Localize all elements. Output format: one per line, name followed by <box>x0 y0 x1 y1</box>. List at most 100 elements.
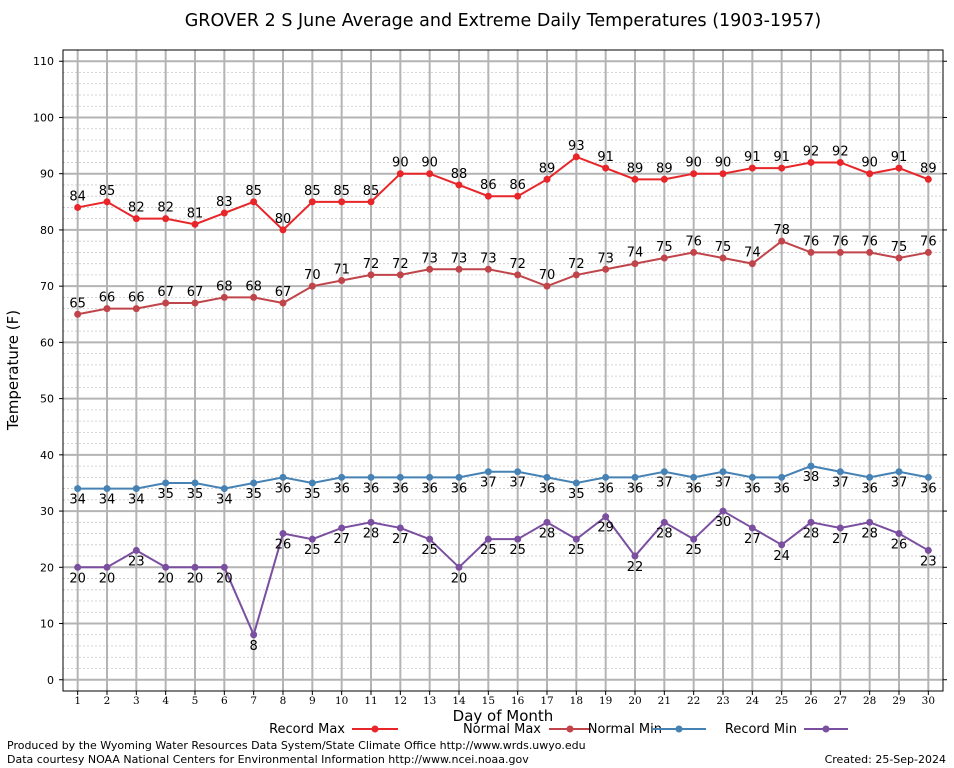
data-point-normal-min <box>220 485 228 493</box>
data-point-record-max <box>690 170 698 178</box>
data-label-record-max: 86 <box>509 178 526 193</box>
series-line-record-max <box>77 155 929 232</box>
y-tick-label: 90 <box>40 168 54 181</box>
y-tick-label: 70 <box>40 280 54 293</box>
y-tick-label: 20 <box>40 561 54 574</box>
data-label-record-max: 92 <box>832 144 849 159</box>
x-tick-label: 22 <box>687 695 700 707</box>
data-point-normal-max <box>866 248 874 256</box>
x-tick-label: 8 <box>280 695 287 707</box>
series-line-normal-max <box>77 240 929 316</box>
data-label-record-max: 89 <box>539 161 556 176</box>
chart-title: GROVER 2 S June Average and Extreme Dail… <box>185 11 822 31</box>
data-point-record-max <box>602 164 610 172</box>
x-tick-label: 20 <box>628 695 641 707</box>
data-label-record-max: 91 <box>744 150 761 165</box>
x-tick-label: 3 <box>133 695 140 707</box>
data-point-record-max <box>103 198 111 206</box>
data-point-normal-min <box>719 468 727 476</box>
data-label-normal-max: 72 <box>509 257 526 272</box>
data-label-record-max: 89 <box>920 161 937 176</box>
x-tick-label: 28 <box>863 695 876 707</box>
data-point-record-min <box>338 524 346 532</box>
data-label-record-max: 91 <box>891 150 908 165</box>
data-point-normal-min <box>308 479 316 487</box>
data-point-record-max <box>484 192 492 200</box>
legend-marker-record-max <box>371 725 379 733</box>
data-label-normal-min: 35 <box>245 487 262 502</box>
data-point-normal-max <box>162 299 170 307</box>
data-label-normal-min: 36 <box>539 481 556 496</box>
data-label-record-min: 25 <box>568 543 585 558</box>
data-label-normal-min: 36 <box>392 481 409 496</box>
data-label-record-min: 27 <box>392 532 409 547</box>
data-point-normal-max <box>74 310 82 318</box>
data-label-record-max: 89 <box>627 161 644 176</box>
y-tick-label: 0 <box>47 674 54 687</box>
data-label-normal-min: 35 <box>157 487 174 502</box>
data-point-record-min <box>484 535 492 543</box>
data-point-record-max <box>514 192 522 200</box>
data-label-normal-min: 34 <box>216 493 233 508</box>
y-tick-label: 80 <box>40 224 54 237</box>
data-point-record-max <box>191 220 199 228</box>
data-label-record-min: 28 <box>539 526 556 541</box>
data-point-normal-min <box>602 473 610 481</box>
data-label-normal-max: 76 <box>803 234 820 249</box>
x-tick-label: 26 <box>804 695 818 707</box>
data-label-record-min: 24 <box>773 549 790 564</box>
data-label-normal-max: 70 <box>539 268 556 283</box>
data-label-record-min: 20 <box>69 571 86 586</box>
data-point-record-max <box>631 175 639 183</box>
data-label-record-min: 27 <box>832 532 849 547</box>
data-point-record-max <box>866 170 874 178</box>
data-point-normal-min <box>631 473 639 481</box>
data-point-record-min <box>924 546 932 554</box>
data-point-record-max <box>807 158 815 166</box>
data-label-normal-min: 36 <box>773 481 790 496</box>
data-label-record-min: 26 <box>275 538 292 553</box>
data-point-record-min <box>807 518 815 526</box>
data-label-record-max: 82 <box>128 201 145 216</box>
data-label-record-min: 29 <box>597 521 614 536</box>
series-line-normal-min <box>77 465 929 490</box>
plot-frame <box>62 49 944 692</box>
data-point-normal-max <box>660 254 668 262</box>
data-point-record-min <box>748 524 756 532</box>
data-label-record-max: 85 <box>99 184 116 199</box>
data-point-normal-max <box>572 271 580 279</box>
x-tick-label: 18 <box>570 695 583 707</box>
data-point-record-min <box>367 518 375 526</box>
x-tick-label: 13 <box>423 695 436 707</box>
data-point-normal-max <box>220 293 228 301</box>
x-tick-label: 5 <box>192 695 199 707</box>
x-tick-label: 30 <box>922 695 935 707</box>
data-point-record-max <box>367 198 375 206</box>
data-point-record-min <box>660 518 668 526</box>
data-label-normal-min: 37 <box>509 476 526 491</box>
y-tick-label: 40 <box>40 449 54 462</box>
data-point-record-max <box>308 198 316 206</box>
data-point-normal-max <box>719 254 727 262</box>
x-axis-label: Day of Month <box>453 707 554 725</box>
x-tick-label: 29 <box>892 695 905 707</box>
data-label-record-min: 8 <box>250 639 258 654</box>
data-label-normal-max: 76 <box>832 234 849 249</box>
data-label-record-min: 25 <box>421 543 438 558</box>
data-label-normal-max: 67 <box>275 285 292 300</box>
data-point-record-max <box>778 164 786 172</box>
data-label-normal-min: 35 <box>187 487 204 502</box>
data-label-normal-min: 36 <box>421 481 438 496</box>
data-label-record-min: 28 <box>656 526 673 541</box>
data-label-record-min: 28 <box>861 526 878 541</box>
data-point-record-min <box>220 563 228 571</box>
data-label-normal-min: 36 <box>627 481 644 496</box>
data-point-normal-max <box>367 271 375 279</box>
data-label-normal-min: 37 <box>891 476 908 491</box>
data-label-record-max: 90 <box>685 156 702 171</box>
y-tick-label: 60 <box>40 336 54 349</box>
footer-created-date: Created: 25-Sep-2024 <box>824 753 946 766</box>
legend-marker-record-min <box>822 725 830 733</box>
data-point-normal-max <box>279 299 287 307</box>
data-point-record-max <box>660 175 668 183</box>
